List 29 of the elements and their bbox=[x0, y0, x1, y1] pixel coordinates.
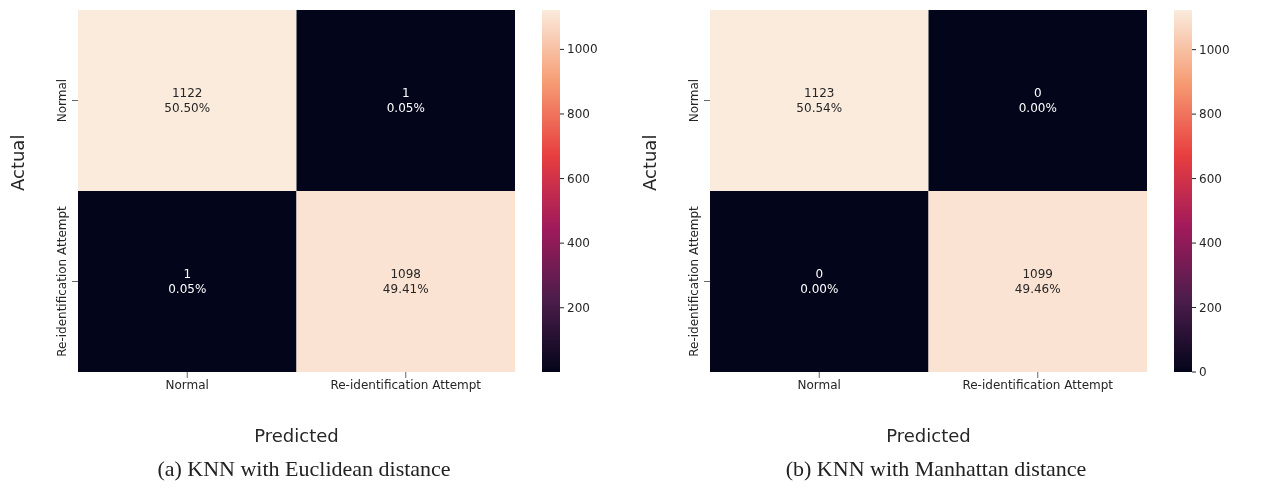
data-label: 1123 50.54% bbox=[796, 86, 843, 115]
y-axis-title: Actual bbox=[639, 134, 661, 191]
color-bar-label: 0 bbox=[1199, 365, 1207, 379]
x-axis-title: Predicted bbox=[254, 425, 339, 446]
data-label: 1122 50.50% bbox=[164, 86, 211, 115]
color-bar-label: 800 bbox=[1199, 107, 1222, 122]
data-label: 0 0.00% bbox=[1018, 86, 1057, 115]
text: (a) KNN with Euclidean distance bbox=[156, 456, 452, 482]
y-axis-title: Actual bbox=[7, 134, 29, 191]
color-bar-label: 600 bbox=[1199, 171, 1222, 186]
x-tick-label: Re-identification Attempt bbox=[330, 377, 482, 392]
text: (b) KNN with Manhattan distance bbox=[784, 456, 1088, 482]
data-label: 0 0.00% bbox=[800, 267, 839, 296]
color-bar-label: 400 bbox=[567, 236, 590, 251]
color-bar-label: 1000 bbox=[567, 42, 598, 57]
x-tick-label: Normal bbox=[165, 377, 209, 392]
x-axis-title: Predicted bbox=[886, 425, 971, 446]
color-bar-label: 200 bbox=[567, 300, 590, 315]
color-bar-label: 1000 bbox=[1199, 42, 1230, 57]
data-label: 1 0.05% bbox=[168, 267, 207, 296]
color-bar-label: 200 bbox=[1199, 300, 1222, 315]
data-label: 1098 49.41% bbox=[382, 267, 429, 296]
data-label: 1099 49.46% bbox=[1014, 267, 1061, 296]
color-bar-label: 400 bbox=[1199, 236, 1222, 251]
x-tick-label: Re-identification Attempt bbox=[962, 377, 1114, 392]
color-bar-label: 800 bbox=[567, 106, 590, 121]
color-bar-label: 600 bbox=[567, 171, 590, 186]
x-tick-label: Normal bbox=[797, 377, 841, 392]
data-label: 1 0.05% bbox=[386, 86, 425, 115]
